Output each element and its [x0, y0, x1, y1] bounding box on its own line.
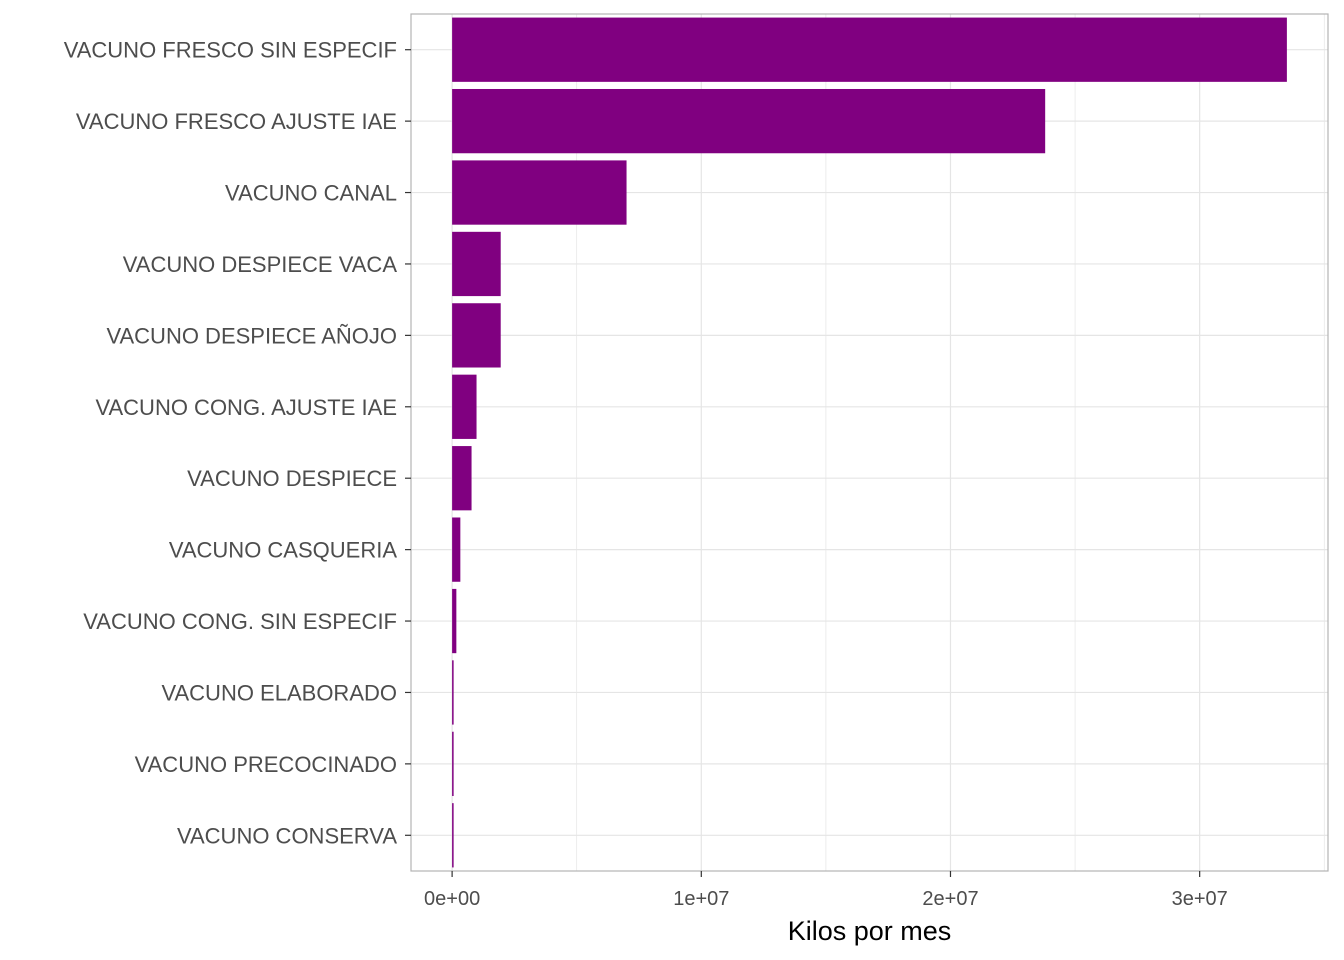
bar-3 — [452, 160, 627, 225]
bar-2 — [452, 88, 1046, 154]
x-tick-label: 0e+00 — [424, 888, 480, 910]
y-axis-labels: VACUNO FRESCO SIN ESPECIF VACUNO FRESCO A… — [64, 38, 398, 849]
bar-6 — [452, 374, 477, 439]
category-label: VACUNO FRESCO AJUSTE IAE — [76, 109, 397, 134]
category-label: VACUNO CASQUERIA — [169, 538, 398, 563]
category-label: VACUNO CONG. SIN ESPECIF — [83, 609, 397, 634]
bar-10 — [452, 660, 454, 725]
bar-9 — [452, 588, 457, 654]
bar-11 — [452, 731, 454, 797]
x-axis-title: Kilos por mes — [788, 916, 952, 946]
bar-5 — [452, 303, 501, 368]
category-label: VACUNO FRESCO SIN ESPECIF — [64, 38, 397, 63]
bars — [452, 17, 1287, 868]
category-label: VACUNO CONSERVA — [177, 823, 397, 848]
category-label: VACUNO DESPIECE AÑOJO — [106, 323, 397, 348]
bar-7 — [452, 446, 472, 511]
x-axis-ticks: 0e+00 1e+07 2e+07 3e+07 — [424, 871, 1228, 910]
bar-4 — [452, 231, 501, 297]
category-label: VACUNO DESPIECE — [187, 466, 397, 491]
category-label: VACUNO DESPIECE VACA — [123, 252, 398, 277]
bar-8 — [452, 517, 461, 582]
bar-12 — [452, 803, 454, 868]
category-label: VACUNO PRECOCINADO — [135, 752, 397, 777]
x-tick-label: 1e+07 — [673, 888, 729, 910]
category-label: VACUNO ELABORADO — [161, 680, 397, 705]
category-label: VACUNO CANAL — [225, 181, 397, 206]
panel-border — [410, 13, 1329, 872]
bar-1 — [452, 17, 1287, 82]
y-axis-ticks — [405, 49, 411, 836]
category-label: VACUNO CONG. AJUSTE IAE — [95, 395, 397, 420]
x-tick-label: 3e+07 — [1172, 888, 1228, 910]
x-tick-label: 2e+07 — [922, 888, 978, 910]
